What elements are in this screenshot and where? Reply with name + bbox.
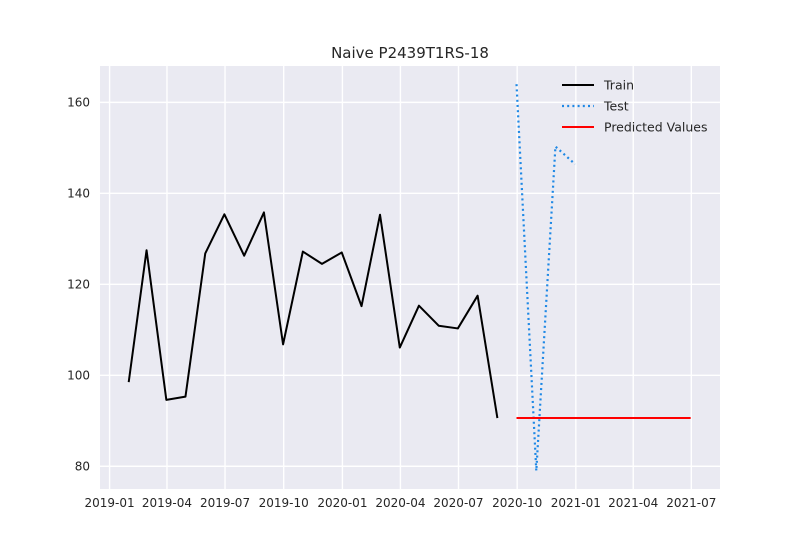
x-tick-label: 2019-07	[200, 496, 250, 510]
x-tick-label: 2021-07	[666, 496, 716, 510]
x-tick-label: 2020-07	[433, 496, 483, 510]
x-tick-label: 2019-10	[259, 496, 309, 510]
series-group	[127, 84, 691, 472]
x-tick-label: 2020-10	[492, 496, 542, 510]
x-tick-label: 2021-04	[608, 496, 658, 510]
grid	[100, 66, 720, 489]
legend-label-predicted-values: Predicted Values	[604, 120, 708, 135]
y-axis-ticks: 80 100 120 140 160	[67, 95, 90, 473]
y-tick-label: 100	[67, 368, 90, 382]
y-tick-label: 160	[67, 95, 90, 109]
legend-label-train: Train	[603, 78, 634, 93]
series-line-train	[127, 211, 499, 419]
x-axis-ticks: 2019-01 2019-04 2019-07 2019-10 2020-01 2020-…	[84, 496, 716, 510]
x-tick-label: 2020-04	[375, 496, 425, 510]
chart-title: Naive P2439T1RS-18	[331, 44, 489, 62]
series-line-test	[515, 84, 576, 472]
legend-label-test: Test	[603, 99, 629, 114]
y-tick-label: 80	[75, 459, 90, 473]
x-tick-label: 2021-01	[551, 496, 601, 510]
y-tick-label: 140	[67, 186, 90, 200]
y-tick-label: 120	[67, 277, 90, 291]
legend: Train Test Predicted Values	[562, 78, 708, 135]
x-tick-label: 2019-01	[84, 496, 134, 510]
x-tick-label: 2019-04	[142, 496, 192, 510]
x-tick-label: 2020-01	[317, 496, 367, 510]
